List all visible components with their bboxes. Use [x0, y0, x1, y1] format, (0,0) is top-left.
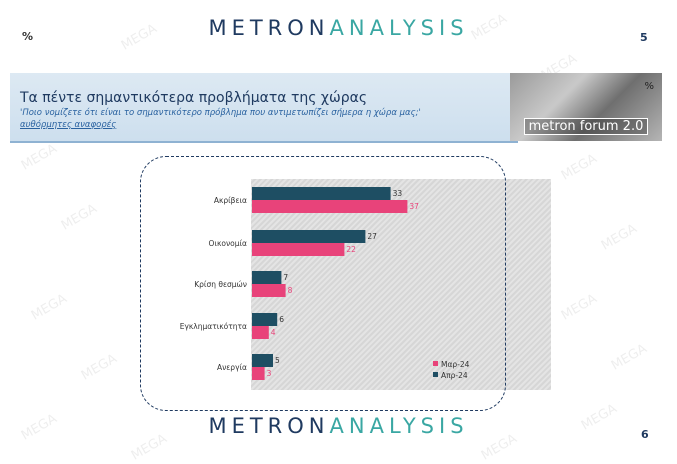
- legend-swatch: [433, 361, 438, 366]
- plot-area-background: [251, 179, 551, 390]
- logo-part-metron: METRON: [208, 414, 330, 438]
- data-label-apr-24: 27: [367, 232, 377, 241]
- data-label-mar-24: 8: [288, 286, 293, 295]
- bar-apr-24: [252, 187, 391, 200]
- category-label: Εγκληματικότητα: [180, 322, 247, 331]
- data-label-mar-24: 22: [346, 245, 356, 254]
- data-label-mar-24: 37: [409, 202, 419, 211]
- page-number-top: 5: [640, 31, 648, 44]
- category-label: Οικονομία: [209, 239, 248, 248]
- category-label: Ακρίβεια: [214, 196, 247, 205]
- response-type-note: αυθόρμητες αναφορές: [20, 120, 117, 130]
- metron-analysis-logo-top: METRONANALYSIS: [0, 16, 677, 40]
- chart-frame: [140, 156, 506, 411]
- bar-mar-24: [252, 243, 345, 256]
- bar-apr-24: [252, 354, 273, 367]
- bar-apr-24: [252, 230, 366, 243]
- logo-part-analysis: ANALYSIS: [329, 16, 469, 40]
- forum-percent-sign: %: [644, 81, 654, 92]
- data-label-apr-24: 6: [279, 315, 284, 324]
- data-label-apr-24: 7: [283, 273, 288, 282]
- legend-label: Απρ-24: [441, 371, 468, 380]
- title-banner: [10, 73, 518, 143]
- bar-mar-24: [252, 200, 408, 213]
- percent-label: %: [22, 30, 34, 43]
- category-label: Κρίση θεσμών: [194, 280, 247, 289]
- survey-question: 'Ποιο νομίζετε ότι είναι το σημαντικότερ…: [20, 108, 421, 118]
- legend-swatch: [433, 372, 438, 377]
- bar-apr-24: [252, 313, 278, 326]
- data-label-mar-24: 3: [267, 369, 272, 378]
- forum-label: metron forum 2.0: [523, 118, 649, 135]
- bar-apr-24: [252, 271, 282, 284]
- bar-mar-24: [252, 367, 265, 380]
- metron-analysis-logo-bottom: METRONANALYSIS: [0, 414, 677, 438]
- category-label: Ανεργία: [217, 363, 247, 372]
- data-label-apr-24: 33: [393, 189, 403, 198]
- legend-label: Μαρ-24: [441, 360, 470, 369]
- logo-part-analysis: ANALYSIS: [329, 414, 469, 438]
- bar-mar-24: [252, 326, 269, 339]
- slide-title: Τα πέντε σημαντικότερα προβλήματα της χώ…: [20, 90, 368, 106]
- metron-forum-badge: % metron forum 2.0: [510, 73, 662, 141]
- data-label-mar-24: 4: [271, 328, 276, 337]
- page-number-bottom: 6: [641, 428, 649, 441]
- data-label-apr-24: 5: [275, 356, 280, 365]
- logo-part-metron: METRON: [208, 16, 330, 40]
- bar-mar-24: [252, 284, 286, 297]
